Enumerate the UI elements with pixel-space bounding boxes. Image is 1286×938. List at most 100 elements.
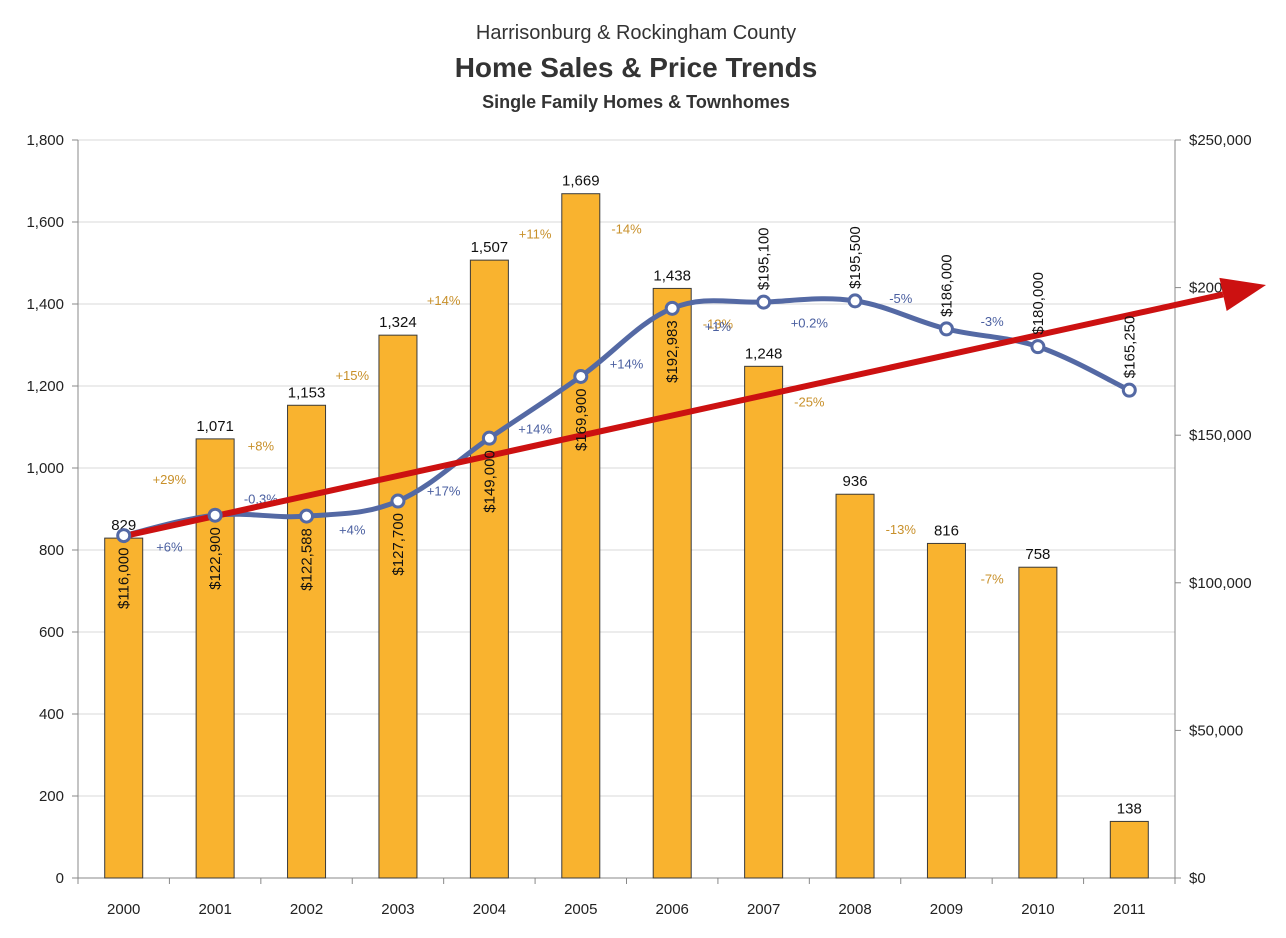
sales-bar [287,404,327,879]
sales-bar-label: 138 [1117,800,1142,817]
right-axis-tick-label: $0 [1189,870,1206,887]
sales-bar-label: 758 [1025,546,1050,563]
sales-change-label: +14% [427,293,461,308]
price-point-label: $195,500 [847,226,864,289]
left-axis-tick-label: 800 [39,542,64,559]
price-point [573,368,589,384]
sales-bar [926,542,966,879]
left-axis-tick-label: 1,200 [26,378,64,395]
sales-change-label: +8% [248,438,275,453]
price-point-label: $192,983 [664,320,681,383]
sales-change-label: +11% [519,227,552,242]
left-axis-tick-label: 0 [56,870,64,887]
sales-bar-label: 1,669 [562,173,600,190]
price-point-label: $127,700 [390,513,407,576]
right-axis-tick-label: $50,000 [1189,722,1243,739]
left-axis-tick-label: 400 [39,706,64,723]
x-axis-tick-label: 2007 [747,901,780,918]
price-change-label: +0.2% [791,315,829,330]
left-axis-tick-label: 1,600 [26,214,64,231]
x-axis-tick-label: 2006 [656,901,689,918]
x-axis-tick-label: 2002 [290,901,323,918]
sales-change-label: -25% [794,394,825,409]
price-point-label: $122,900 [207,527,224,590]
price-point-label: $122,588 [299,528,316,591]
price-point [481,430,497,446]
sales-change-label: -14% [611,222,642,237]
price-change-label: +17% [427,484,461,499]
price-point [207,507,223,523]
price-point [1121,382,1137,398]
sales-bar [652,287,692,879]
sales-bar [378,334,418,879]
price-point [756,294,772,310]
sales-bar [744,365,784,879]
sales-bar-label: 936 [843,473,868,490]
left-axis-tick-label: 1,400 [26,296,64,313]
price-change-label: -5% [889,291,913,306]
sales-bar-label: 829 [111,517,136,534]
sales-change-label: -13% [886,522,917,537]
sales-bar-label: 1,438 [653,267,691,284]
left-axis-tick-label: 600 [39,624,64,641]
sales-bar-label: 1,324 [379,314,417,331]
price-change-label: +1% [705,319,732,334]
price-point-label: $186,000 [938,254,955,317]
price-point [847,293,863,309]
price-point [390,493,406,509]
sales-bar-label: 1,507 [471,239,509,256]
sales-bar [1109,820,1149,879]
sales-bar [195,438,235,879]
price-change-label: -3% [981,314,1005,329]
price-change-label: +14% [518,421,552,436]
right-axis-tick-label: $250,000 [1189,132,1252,149]
left-axis-tick-label: 200 [39,788,64,805]
x-axis-tick-label: 2010 [1021,901,1054,918]
x-axis-tick-label: 2003 [381,901,414,918]
price-point-label: $149,000 [481,450,498,513]
price-point-label: $169,900 [573,388,590,451]
price-point-label: $195,100 [756,227,773,290]
chart-subtitle-2: Single Family Homes & Townhomes [482,92,790,112]
x-axis-tick-label: 2005 [564,901,597,918]
trend-arrow-head [1219,277,1266,312]
sales-bar [1018,566,1058,879]
price-point-label: $165,250 [1121,316,1138,379]
chart-title: Harrisonburg & Rockingham County [475,22,797,44]
price-change-label: +14% [610,356,644,371]
left-axis-tick-label: 1,000 [26,460,64,477]
price-point [1030,339,1046,355]
x-axis-tick-label: 2000 [107,901,140,918]
chart-subtitle: Home Sales & Price Trends [454,52,818,83]
x-axis-tick-label: 2011 [1113,901,1145,918]
x-axis-tick-label: 2004 [473,901,506,918]
price-point [664,300,680,316]
x-axis-tick-label: 2001 [198,901,231,918]
sales-bar-label: 1,248 [745,345,783,362]
sales-bar [835,493,875,879]
price-change-label: +4% [339,523,366,538]
right-axis-tick-label: $150,000 [1189,427,1252,444]
trend-arrow-line [123,291,1224,540]
sales-change-label: -7% [981,571,1005,586]
price-point [116,528,132,544]
x-axis-tick-label: 2008 [838,901,871,918]
right-axis-tick-label: $100,000 [1189,575,1252,592]
sales-change-label: +29% [153,472,187,487]
sales-bar [561,193,601,879]
price-point-label: $180,000 [1030,272,1047,335]
sales-bar-label: 1,153 [288,384,326,401]
sales-bar [104,537,144,879]
sales-change-label: -13% [703,316,734,331]
price-point-label: $116,000 [116,548,133,609]
sales-change-label: +15% [335,368,369,383]
sales-bar-label: 816 [934,522,959,539]
price-point [299,508,315,524]
left-axis-tick-label: 1,800 [26,132,64,149]
price-change-label: +6% [156,539,183,554]
price-point [938,321,954,337]
x-axis-tick-label: 2009 [930,901,963,918]
sales-bar-label: 1,071 [196,418,234,435]
sales-bar [469,259,509,879]
